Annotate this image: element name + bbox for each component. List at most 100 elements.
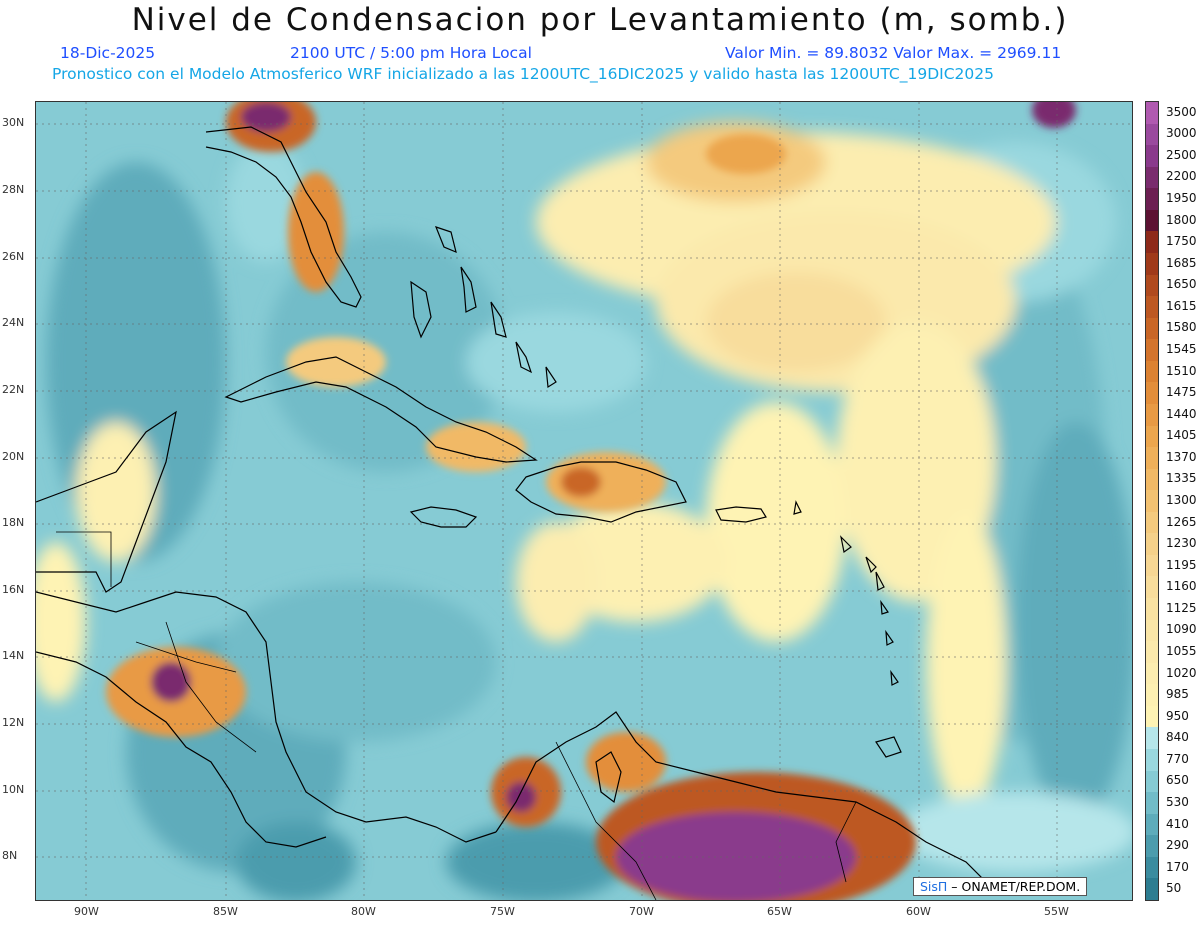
legend-swatch (1146, 770, 1158, 793)
legend-label: 1440 (1166, 406, 1197, 421)
lat-label: 30N (2, 116, 25, 129)
coastline-lesser-antilles-1 (793, 500, 802, 515)
legend-swatch (1146, 835, 1158, 858)
graticule (36, 102, 1132, 900)
legend-label: 1020 (1166, 665, 1197, 680)
legend-label: 1615 (1166, 298, 1197, 313)
legend-swatch (1146, 447, 1158, 470)
legend-label: 1300 (1166, 493, 1197, 507)
legend-swatch (1146, 511, 1158, 534)
coastline-lake-maracaibo (595, 751, 622, 804)
legend-swatch (1146, 425, 1158, 448)
legend-label: 3500 (1166, 104, 1197, 119)
legend-swatch (1146, 598, 1158, 621)
legend-swatch (1146, 813, 1158, 836)
forecast-date: 18-Dic-2025 (60, 44, 156, 62)
forecast-map (35, 101, 1133, 901)
legend-label: 3000 (1166, 126, 1197, 141)
legend-swatch (1146, 274, 1158, 297)
legend-swatch (1146, 209, 1158, 232)
color-legend (1145, 101, 1159, 901)
model-info: Pronostico con el Modelo Atmosferico WRF… (52, 65, 994, 83)
coastline-hispaniola (515, 461, 687, 523)
legend-label: 1090 (1166, 622, 1197, 637)
credit-org: – ONAMET/REP.DOM. (947, 879, 1081, 894)
legend-swatch (1146, 576, 1158, 599)
legend-label: 1545 (1166, 342, 1197, 357)
legend-label: 410 (1166, 816, 1189, 831)
legend-label: 985 (1166, 687, 1189, 702)
legend-label: 770 (1166, 751, 1189, 766)
coastline-bahamas-abaco (434, 226, 457, 254)
legend-label: 2500 (1166, 147, 1197, 162)
legend-swatch (1146, 252, 1158, 276)
legend-label: 1510 (1166, 363, 1197, 378)
credit-box: SisΠ – ONAMET/REP.DOM. (913, 877, 1088, 896)
legend-swatch (1146, 102, 1158, 125)
lcl-shading (36, 122, 1132, 900)
legend-swatch (1146, 468, 1158, 491)
lat-label: 22N (2, 383, 25, 396)
coastline-central-america (36, 591, 497, 843)
legend-swatch (1146, 317, 1158, 340)
legend-label: 1160 (1166, 579, 1197, 594)
lon-label: 70W (629, 905, 654, 918)
credit-brand: SisΠ (920, 879, 948, 894)
legend-label: 1405 (1166, 428, 1197, 443)
legend-swatch (1146, 749, 1158, 772)
coastline-bahamas-cat-island (490, 301, 507, 338)
legend-swatch (1146, 231, 1158, 254)
legend-label: 1650 (1166, 277, 1197, 292)
legend-swatch (1146, 403, 1158, 426)
coastline-puerto-rico (715, 506, 767, 523)
lat-label: 10N (2, 783, 25, 796)
legend-swatch (1146, 856, 1158, 879)
legend-label: 170 (1166, 859, 1189, 874)
lon-label: 75W (490, 905, 515, 918)
coastline-lesser-antilles-4 (875, 571, 885, 591)
legend-label: 1950 (1166, 191, 1197, 206)
lon-label: 55W (1044, 905, 1069, 918)
coastlines (36, 126, 997, 893)
coastline-lesser-antilles-2 (840, 535, 852, 554)
legend-label: 290 (1166, 838, 1189, 853)
legend-label: 840 (1166, 730, 1189, 745)
border-honduras-nicaragua (135, 641, 237, 673)
legend-swatch (1146, 382, 1158, 405)
lat-label: 24N (2, 316, 25, 329)
coastline-trinidad (875, 736, 902, 758)
legend-label: 1265 (1166, 514, 1197, 529)
borders (56, 531, 857, 900)
legend-label: 50 (1166, 881, 1182, 896)
border-mexico-guatemala (56, 531, 112, 587)
coastline-central-america-pacific (36, 651, 327, 848)
map-title: Nivel de Condensacion por Levantamiento … (131, 2, 1069, 38)
legend-swatch (1146, 123, 1158, 146)
legend-swatch (1146, 339, 1158, 362)
legend-swatch (1146, 684, 1158, 707)
legend-label: 950 (1166, 708, 1189, 723)
legend-swatch (1146, 166, 1158, 189)
border-colombia-venezuela (555, 741, 657, 900)
lon-label: 65W (767, 905, 792, 918)
coastline-lesser-antilles-3 (865, 556, 877, 574)
legend-swatch (1146, 727, 1158, 750)
lat-label: 12N (2, 716, 25, 729)
legend-label: 1800 (1166, 212, 1197, 227)
coastline-bahamas-eleuthera (460, 266, 477, 313)
legend-swatch (1146, 705, 1158, 728)
coastline-lesser-antilles-5 (880, 599, 889, 615)
legend-label: 1125 (1166, 600, 1197, 615)
border-venezuela-guyana (835, 801, 857, 883)
legend-swatch (1146, 490, 1158, 513)
lat-label: 26N (2, 250, 25, 263)
lat-label: 16N (2, 583, 25, 596)
lon-label: 80W (351, 905, 376, 918)
legend-swatch (1146, 296, 1158, 319)
legend-label: 530 (1166, 794, 1189, 809)
coastline-lesser-antilles-6 (885, 629, 894, 646)
legend-swatch (1146, 641, 1158, 664)
border-central-america (165, 621, 257, 753)
legend-label: 1580 (1166, 320, 1197, 335)
legend-label: 1055 (1166, 643, 1197, 658)
